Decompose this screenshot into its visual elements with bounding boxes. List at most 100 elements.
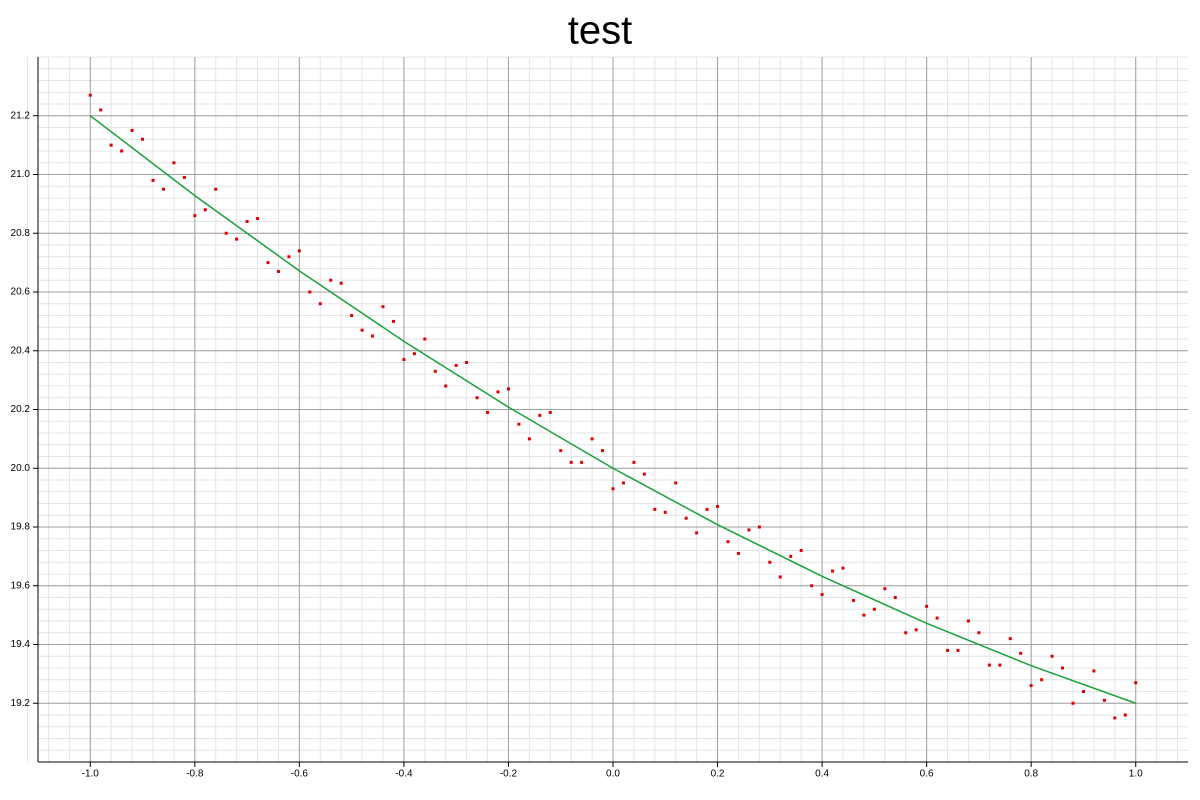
point	[193, 214, 197, 218]
point	[1050, 654, 1054, 658]
point	[757, 525, 761, 529]
y-tick-label: 20.2	[11, 404, 31, 415]
point	[810, 584, 814, 588]
point	[987, 663, 991, 667]
point	[444, 384, 448, 388]
point	[1102, 698, 1106, 702]
point	[1019, 651, 1023, 655]
point	[799, 549, 803, 552]
point	[1081, 690, 1085, 693]
point	[1008, 637, 1012, 641]
point	[831, 569, 835, 573]
y-tick-label: 21.2	[11, 110, 31, 121]
point	[548, 410, 552, 414]
point	[297, 249, 301, 253]
point	[423, 337, 427, 341]
x-tick-label: 0.8	[1024, 769, 1038, 780]
point	[695, 531, 699, 535]
point	[590, 437, 594, 441]
point	[569, 460, 573, 464]
point	[371, 334, 375, 338]
point	[966, 619, 970, 623]
point	[705, 507, 709, 511]
point	[130, 128, 134, 132]
point	[904, 631, 908, 635]
point	[203, 208, 207, 212]
point	[851, 598, 855, 602]
point	[684, 516, 688, 520]
point	[151, 178, 155, 182]
point	[872, 607, 876, 611]
point	[820, 593, 824, 597]
point	[506, 387, 510, 391]
point	[747, 528, 751, 532]
point	[88, 93, 92, 97]
point	[391, 319, 395, 323]
x-tick-label: -0.4	[395, 769, 413, 780]
point	[276, 269, 280, 273]
point	[287, 255, 291, 259]
x-tick-label: 0.0	[606, 769, 620, 780]
point	[402, 358, 406, 362]
point	[956, 648, 960, 652]
point	[214, 187, 218, 191]
x-tick-label: 0.2	[711, 769, 725, 780]
y-tick-label: 19.6	[11, 580, 31, 591]
point	[1092, 669, 1096, 673]
chart-title: test	[568, 9, 632, 53]
point	[632, 460, 636, 464]
point	[433, 369, 437, 373]
point	[161, 187, 165, 191]
point	[1123, 713, 1127, 717]
point	[768, 560, 772, 564]
point	[893, 596, 897, 599]
point	[339, 281, 343, 285]
x-tick-label: 1.0	[1129, 769, 1143, 780]
x-tick-label: -0.6	[291, 769, 309, 780]
point	[862, 613, 866, 617]
y-tick-label: 20.6	[11, 287, 31, 298]
point	[998, 663, 1002, 667]
point	[475, 396, 479, 400]
y-tick-label: 19.2	[11, 698, 31, 709]
point	[778, 575, 782, 579]
point	[736, 551, 740, 555]
point	[914, 628, 918, 632]
point	[925, 604, 929, 608]
point	[308, 290, 312, 294]
point	[496, 390, 500, 394]
point	[329, 278, 333, 282]
y-tick-label: 21.0	[11, 169, 31, 180]
point	[789, 554, 793, 558]
point	[266, 261, 270, 265]
point	[245, 220, 249, 223]
x-tick-label: 0.6	[920, 769, 934, 780]
x-tick-label: 0.4	[815, 769, 829, 780]
point	[109, 143, 113, 147]
point	[726, 540, 730, 544]
point	[224, 231, 228, 235]
point	[120, 149, 124, 153]
point	[935, 616, 939, 620]
point	[235, 237, 239, 241]
point	[350, 314, 354, 317]
point	[182, 175, 186, 179]
point	[1071, 701, 1075, 705]
point	[642, 472, 646, 476]
y-tick-label: 20.0	[11, 463, 31, 474]
point	[527, 437, 531, 441]
point	[486, 410, 490, 414]
y-tick-label: 19.4	[11, 639, 31, 650]
point	[517, 422, 521, 426]
point	[538, 413, 542, 417]
point	[621, 481, 625, 485]
point	[883, 587, 887, 591]
point	[454, 363, 458, 367]
x-tick-label: -1.0	[82, 769, 100, 780]
point	[841, 566, 845, 570]
fit-line	[89, 115, 1136, 704]
point	[1134, 681, 1138, 685]
point	[381, 305, 385, 309]
point	[663, 510, 667, 514]
